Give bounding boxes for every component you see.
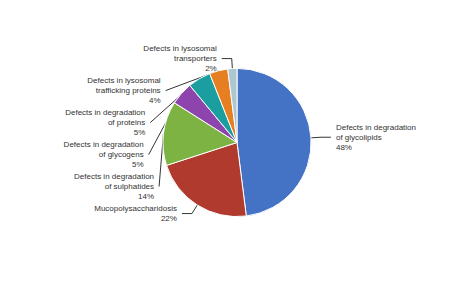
svg-text:of proteins: of proteins — [108, 118, 145, 127]
svg-text:transporters: transporters — [174, 54, 217, 63]
svg-text:Defects in degradation: Defects in degradation — [65, 108, 145, 117]
svg-text:5%: 5% — [132, 160, 144, 169]
svg-text:Defects in degradation: Defects in degradation — [336, 123, 416, 132]
svg-text:of sulphatides: of sulphatides — [105, 182, 154, 191]
svg-text:of glycogens: of glycogens — [99, 150, 144, 159]
svg-text:Defects in degradation: Defects in degradation — [74, 172, 154, 181]
svg-text:Defects in degradation: Defects in degradation — [64, 140, 144, 149]
svg-text:Defects in lysosomal: Defects in lysosomal — [87, 76, 161, 85]
svg-text:Mucopolysaccharidosis: Mucopolysaccharidosis — [94, 204, 177, 213]
svg-text:22%: 22% — [161, 214, 177, 223]
svg-text:2%: 2% — [205, 64, 217, 73]
svg-text:14%: 14% — [138, 192, 154, 201]
svg-text:of glycolipids: of glycolipids — [336, 133, 382, 142]
svg-text:5%: 5% — [134, 128, 146, 137]
svg-text:4%: 4% — [149, 96, 161, 105]
svg-text:trafficking proteins: trafficking proteins — [96, 86, 161, 95]
svg-text:48%: 48% — [336, 143, 352, 152]
svg-text:Defects in lysosomal: Defects in lysosomal — [143, 44, 217, 53]
